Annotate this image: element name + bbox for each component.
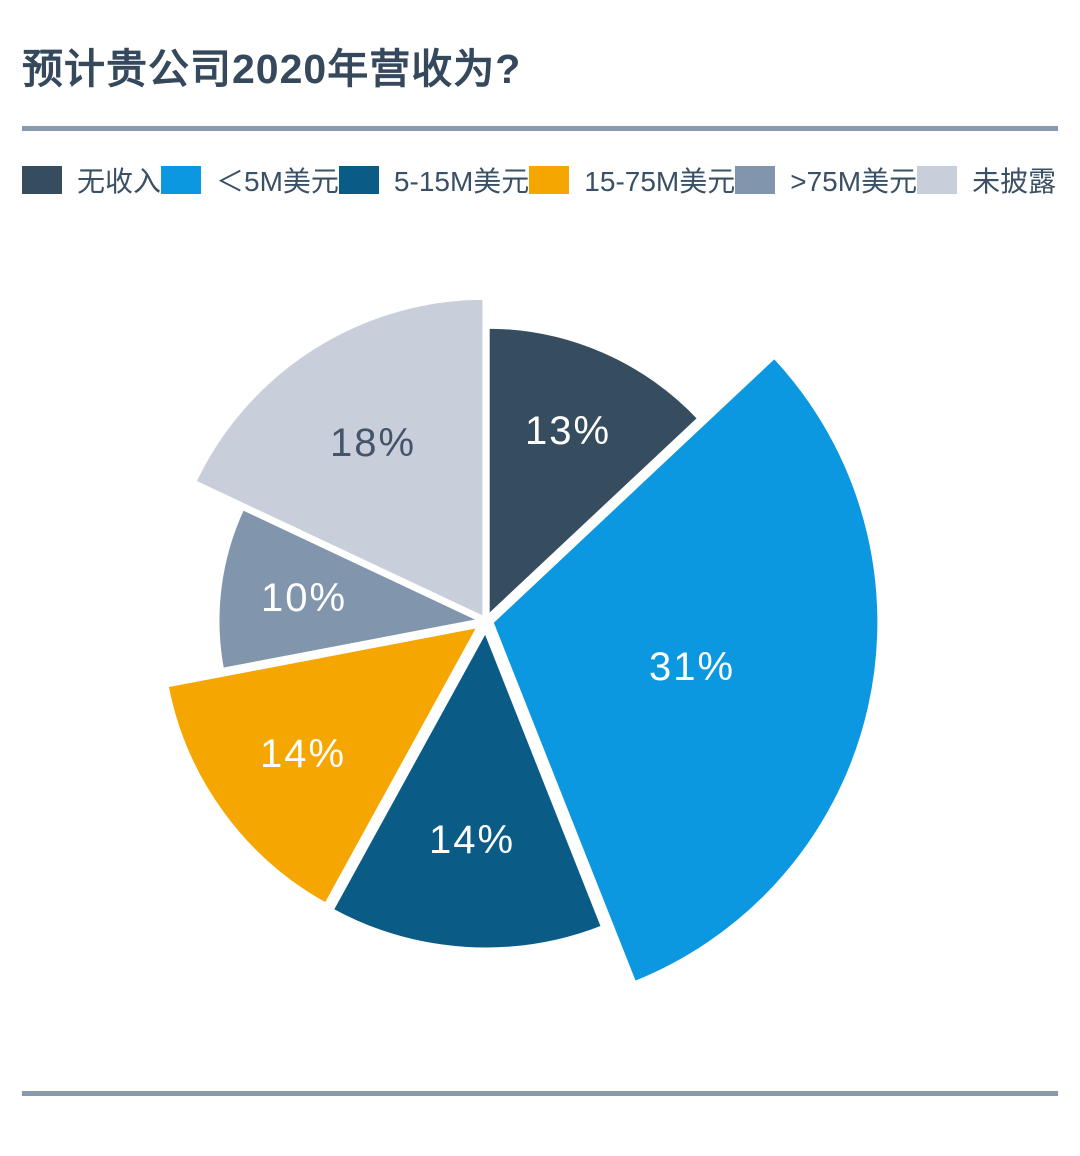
pie-slice-over-75m [214, 504, 486, 673]
legend-swatch-undisclosed [917, 166, 958, 194]
legend-label-undisclosed: 未披露 [972, 166, 1057, 197]
slice-label-15-75m: 14% [260, 732, 346, 776]
legend-swatch-under-5m [161, 166, 202, 194]
legend-swatch-15-75m [529, 166, 570, 194]
legend-swatch-5-15m [338, 166, 379, 194]
legend-swatch-no-revenue [22, 166, 62, 194]
pie-slice-15-75m [163, 622, 483, 908]
legend-label-under-5m: ＜5M美元 [216, 166, 339, 197]
slice-label-over-75m: 10% [261, 576, 347, 620]
slice-label-under-5m: 31% [649, 645, 735, 689]
legend-item-under-5m: ＜5M美元 [161, 160, 339, 200]
legend: 无收入 ＜5M美元 5-15M美元 15-75M美元 >75M美元 未披露 [22, 164, 1056, 197]
slice-label-no-revenue: 13% [525, 409, 611, 453]
legend-label-5-15m: 5-15M美元 [393, 166, 530, 197]
legend-label-no-revenue: 无收入 [77, 166, 162, 197]
pie-slice-undisclosed [191, 294, 488, 622]
pie-slice-no-revenue [484, 323, 703, 621]
legend-label-15-75m: 15-75M美元 [584, 166, 736, 197]
pie-slice-under-5m [488, 353, 883, 987]
top-divider [22, 126, 1058, 131]
legend-item-over-75m: >75M美元 [735, 160, 917, 200]
legend-item-no-revenue: 无收入 [22, 160, 161, 200]
pie-slice-5-15m [328, 626, 607, 953]
slice-label-5-15m: 14% [429, 818, 515, 862]
legend-swatch-over-75m [735, 166, 776, 194]
slice-label-undisclosed: 18% [330, 421, 416, 465]
legend-item-undisclosed: 未披露 [917, 160, 1056, 200]
legend-label-over-75m: >75M美元 [790, 166, 918, 197]
legend-item-15-75m: 15-75M美元 [529, 160, 735, 200]
legend-item-5-15m: 5-15M美元 [338, 160, 530, 200]
chart-title: 预计贵公司2020年营收为? [22, 46, 522, 92]
bottom-divider [22, 1091, 1058, 1096]
